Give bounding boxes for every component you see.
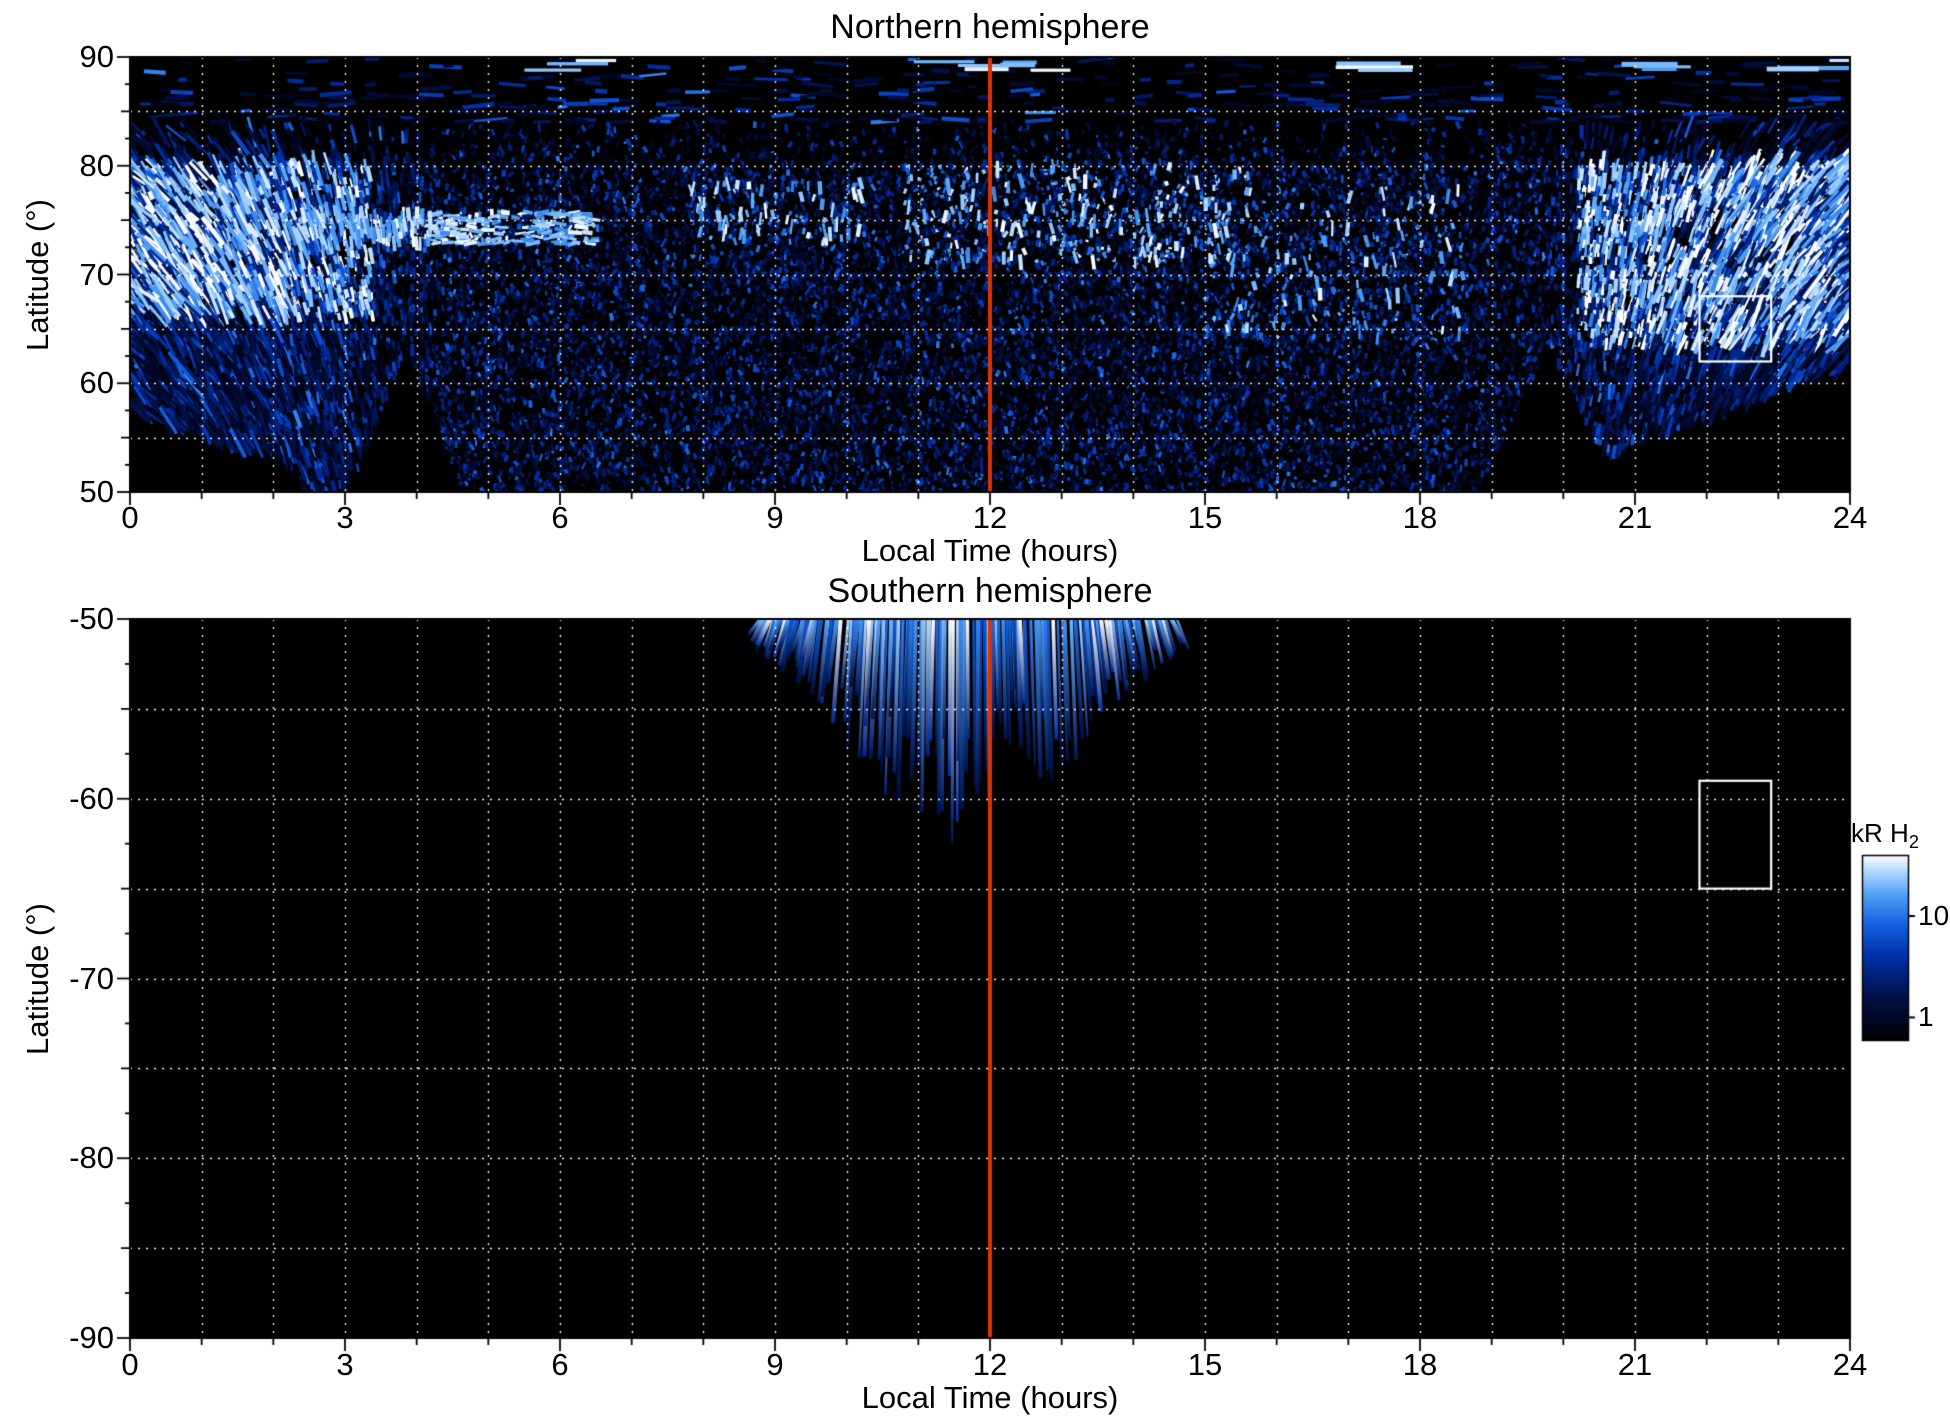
- colorbar-label-subscript: 2: [1908, 832, 1919, 853]
- x-tick-label: 0: [121, 1347, 139, 1382]
- y-tick-label: 70: [79, 256, 114, 292]
- x-tick-label: 18: [1402, 500, 1438, 535]
- x-tick-label: 12: [972, 500, 1008, 535]
- x-tick-label: 0: [121, 500, 139, 535]
- y-tick-label: -80: [69, 1140, 114, 1176]
- colorbar-label: kR H2: [1795, 818, 1950, 853]
- y-tick-label: -50: [69, 601, 114, 636]
- y-axis-title-north: Latitude (°): [20, 199, 55, 351]
- x-tick-label: 15: [1187, 1347, 1223, 1382]
- y-tick-label: 60: [79, 365, 114, 401]
- colorbar-tick-label: 10: [1918, 900, 1950, 932]
- x-tick-label: 24: [1832, 1347, 1868, 1382]
- panel-title-north: Northern hemisphere: [830, 8, 1150, 46]
- y-tick-label: -60: [69, 780, 114, 816]
- x-tick-label: 6: [551, 500, 569, 535]
- x-tick-label: 12: [972, 1347, 1008, 1382]
- y-tick-label: 50: [79, 474, 114, 509]
- y-tick-label: -90: [69, 1320, 114, 1355]
- x-tick-label: 18: [1402, 1347, 1438, 1382]
- x-tick-label: 3: [336, 500, 354, 535]
- panel-title-south: Southern hemisphere: [827, 572, 1153, 610]
- x-tick-label: 21: [1617, 1347, 1653, 1382]
- y-tick-label: 90: [79, 39, 114, 74]
- y-tick-label: 80: [79, 147, 114, 183]
- x-tick-label: 9: [766, 1347, 784, 1382]
- x-tick-label: 9: [766, 500, 784, 535]
- x-tick-label: 6: [551, 1347, 569, 1382]
- y-tick-label: -70: [69, 960, 114, 996]
- colorbar-label-text: kR H: [1851, 818, 1909, 848]
- x-axis-title-south: Local Time (hours): [861, 1380, 1119, 1415]
- colorbar-tick-label: 1: [1918, 1001, 1934, 1033]
- x-tick-label: 24: [1832, 500, 1868, 535]
- x-tick-label: 21: [1617, 500, 1653, 535]
- y-axis-title-south: Latitude (°): [20, 903, 55, 1055]
- x-tick-label: 3: [336, 1347, 354, 1382]
- x-axis-title-north: Local Time (hours): [861, 533, 1119, 568]
- x-tick-label: 15: [1187, 500, 1223, 535]
